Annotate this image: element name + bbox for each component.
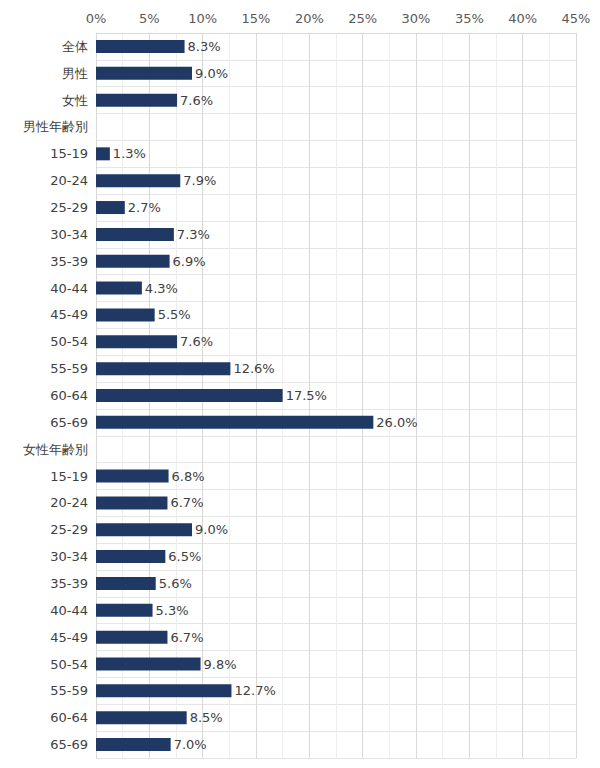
svg-text:45%: 45% xyxy=(562,11,591,26)
svg-text:55-59: 55-59 xyxy=(50,683,88,698)
svg-text:7.0%: 7.0% xyxy=(174,737,207,752)
svg-text:4.3%: 4.3% xyxy=(145,281,178,296)
svg-text:5.3%: 5.3% xyxy=(156,603,189,618)
svg-text:55-59: 55-59 xyxy=(50,361,88,376)
svg-text:9.8%: 9.8% xyxy=(204,657,237,672)
svg-text:6.9%: 6.9% xyxy=(173,254,206,269)
svg-text:40-44: 40-44 xyxy=(50,603,88,618)
svg-text:15%: 15% xyxy=(242,11,271,26)
svg-text:6.5%: 6.5% xyxy=(168,549,201,564)
svg-text:35-39: 35-39 xyxy=(50,576,88,591)
svg-text:35%: 35% xyxy=(455,11,484,26)
svg-text:9.0%: 9.0% xyxy=(195,66,228,81)
svg-text:0%: 0% xyxy=(86,11,107,26)
svg-text:8.3%: 8.3% xyxy=(188,39,221,54)
svg-text:7.6%: 7.6% xyxy=(180,93,213,108)
svg-text:30%: 30% xyxy=(402,11,431,26)
svg-text:20-24: 20-24 xyxy=(50,495,88,510)
svg-text:65-69: 65-69 xyxy=(50,415,88,430)
svg-text:8.5%: 8.5% xyxy=(190,710,223,725)
svg-text:45-49: 45-49 xyxy=(50,630,88,645)
svg-text:女性年齢別: 女性年齢別 xyxy=(23,442,88,457)
svg-text:30-34: 30-34 xyxy=(50,549,88,564)
svg-text:女性: 女性 xyxy=(62,93,88,108)
svg-text:45-49: 45-49 xyxy=(50,307,88,322)
svg-text:7.6%: 7.6% xyxy=(180,334,213,349)
svg-text:1.3%: 1.3% xyxy=(113,146,146,161)
svg-text:15-19: 15-19 xyxy=(50,146,88,161)
svg-text:10%: 10% xyxy=(188,11,217,26)
svg-text:15-19: 15-19 xyxy=(50,469,88,484)
svg-text:2.7%: 2.7% xyxy=(128,200,161,215)
svg-text:40-44: 40-44 xyxy=(50,281,88,296)
svg-text:40%: 40% xyxy=(508,11,537,26)
svg-text:25%: 25% xyxy=(348,11,377,26)
svg-text:5.6%: 5.6% xyxy=(159,576,192,591)
svg-text:12.7%: 12.7% xyxy=(234,683,275,698)
svg-text:25-29: 25-29 xyxy=(50,200,88,215)
svg-text:50-54: 50-54 xyxy=(50,657,88,672)
svg-text:12.6%: 12.6% xyxy=(233,361,274,376)
svg-text:男性: 男性 xyxy=(62,66,88,81)
svg-text:26.0%: 26.0% xyxy=(376,415,417,430)
svg-text:20-24: 20-24 xyxy=(50,173,88,188)
svg-text:17.5%: 17.5% xyxy=(286,388,327,403)
svg-text:60-64: 60-64 xyxy=(50,388,88,403)
svg-text:全体: 全体 xyxy=(62,39,88,54)
svg-text:5.5%: 5.5% xyxy=(158,307,191,322)
svg-text:男性年齢別: 男性年齢別 xyxy=(23,119,88,134)
svg-text:25-29: 25-29 xyxy=(50,522,88,537)
svg-text:7.9%: 7.9% xyxy=(183,173,216,188)
svg-text:35-39: 35-39 xyxy=(50,254,88,269)
svg-text:60-64: 60-64 xyxy=(50,710,88,725)
svg-text:9.0%: 9.0% xyxy=(195,522,228,537)
svg-text:5%: 5% xyxy=(139,11,160,26)
svg-text:65-69: 65-69 xyxy=(50,737,88,752)
svg-text:30-34: 30-34 xyxy=(50,227,88,242)
svg-text:50-54: 50-54 xyxy=(50,334,88,349)
svg-text:6.8%: 6.8% xyxy=(172,469,205,484)
svg-text:20%: 20% xyxy=(295,11,324,26)
svg-text:6.7%: 6.7% xyxy=(170,495,203,510)
svg-text:6.7%: 6.7% xyxy=(170,630,203,645)
svg-text:7.3%: 7.3% xyxy=(177,227,210,242)
